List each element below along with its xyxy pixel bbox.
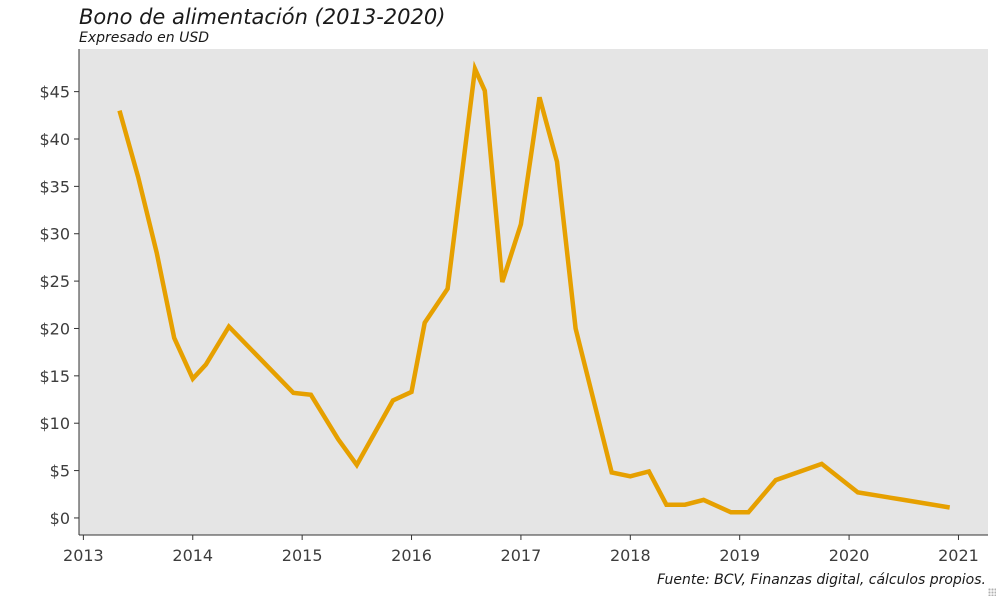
chart-caption: Fuente: BCV, Finanzas digital, cálculos …	[657, 572, 986, 588]
chart-subtitle: Expresado en USD	[79, 30, 210, 46]
y-tick-label: $40	[39, 130, 70, 149]
series-line	[117, 60, 951, 515]
x-tick-label: 2019	[719, 546, 760, 565]
y-tick-label: $45	[39, 83, 70, 102]
y-tick-label: $15	[39, 367, 70, 386]
axes: $0 $5 $10 $15 $20 $25 $30 $35 $40 $45 2013 2014 2015…	[39, 49, 988, 565]
y-tick-label: $35	[39, 177, 70, 196]
y-tick-label: $20	[39, 319, 70, 338]
x-tick-label: 2020	[829, 546, 870, 565]
y-tick-label: $5	[50, 462, 70, 481]
y-tick-label: $30	[39, 225, 70, 244]
chart-title: Bono de alimentación (2013-2020)	[79, 5, 446, 29]
x-tick-label: 2015	[282, 546, 323, 565]
resize-grip-icon	[988, 588, 996, 596]
x-tick-label: 2017	[501, 546, 542, 565]
x-tick-label: 2014	[172, 546, 213, 565]
plot-area	[79, 49, 988, 535]
y-tick-label: $25	[39, 272, 70, 291]
x-tick-label: 2013	[63, 546, 104, 565]
x-tick-label: 2016	[391, 546, 432, 565]
y-tick-label: $10	[39, 414, 70, 433]
series-layer	[117, 60, 951, 515]
x-tick-label: 2018	[610, 546, 651, 565]
x-tick-label: 2021	[938, 546, 979, 565]
y-tick-label: $0	[50, 509, 70, 528]
